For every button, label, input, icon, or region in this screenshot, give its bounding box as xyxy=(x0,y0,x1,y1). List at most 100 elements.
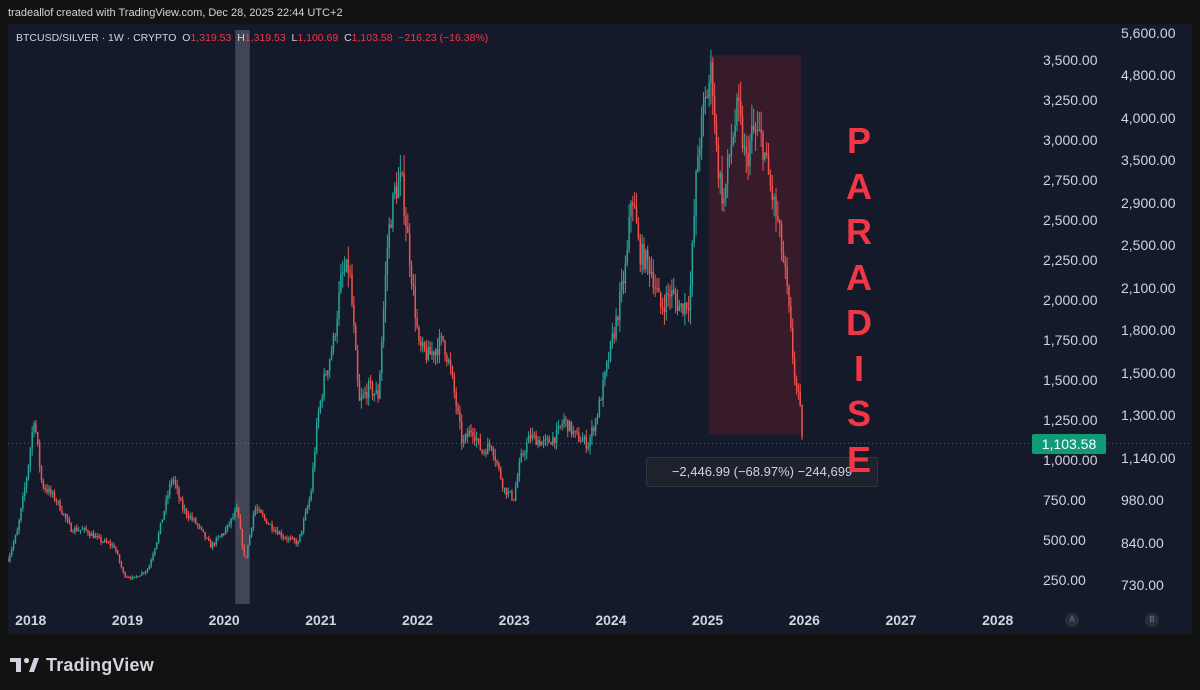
candle-body xyxy=(453,375,456,393)
candle-body xyxy=(758,129,761,131)
candle-body xyxy=(105,540,108,543)
candle-body xyxy=(96,536,99,538)
symbol-text: BTCUSD/SILVER · 1W · CRYPTO xyxy=(16,32,177,44)
candle-body xyxy=(208,537,210,541)
candle-body xyxy=(786,267,788,287)
candle-body xyxy=(341,272,344,274)
candle-body xyxy=(388,224,390,249)
time-axis-tick: 2027 xyxy=(885,612,917,628)
ohlc-change: −216.23 (−16.38%) xyxy=(398,32,489,44)
candle-body xyxy=(327,370,329,376)
candle-body xyxy=(479,438,482,450)
candle-body xyxy=(678,306,681,311)
candle-body xyxy=(691,242,694,286)
candle-body xyxy=(165,499,167,511)
candle-body xyxy=(566,419,569,432)
candle-body xyxy=(728,154,731,158)
candle-body xyxy=(217,537,219,539)
ohlc-close: 1,103.58 xyxy=(351,32,393,44)
candle-body xyxy=(120,562,123,568)
candle-body xyxy=(544,439,547,441)
candle-body xyxy=(371,382,374,396)
candle-body xyxy=(548,438,550,443)
scale-button-a[interactable]: A xyxy=(1065,613,1079,627)
candle-body xyxy=(725,183,727,199)
candle-body xyxy=(375,390,377,394)
candle-body xyxy=(202,529,205,532)
time-axis-tick: 2021 xyxy=(305,612,337,628)
candle-body xyxy=(416,318,418,328)
candle-body xyxy=(230,518,232,525)
candle-body xyxy=(90,533,93,536)
candle-body xyxy=(423,342,426,350)
candle-body xyxy=(425,349,428,360)
candle-body xyxy=(148,565,151,570)
left-axis-tick: 1,500.00 xyxy=(1043,372,1098,388)
candle-body xyxy=(689,285,692,311)
candle-body xyxy=(537,440,539,446)
candle-body xyxy=(633,205,636,208)
candle-body xyxy=(232,517,234,519)
candle-body xyxy=(442,335,444,341)
candle-body xyxy=(286,538,288,540)
candle-body xyxy=(676,299,679,311)
candle-body xyxy=(128,577,130,579)
candle-body xyxy=(672,290,675,294)
time-axis-tick: 2026 xyxy=(788,612,820,628)
candle-body xyxy=(328,359,331,371)
candle-body xyxy=(726,157,729,184)
tradingview-logo[interactable]: TradingView xyxy=(10,652,154,678)
candle-body xyxy=(150,560,152,566)
ohlc-high-label: H xyxy=(237,32,245,44)
candle-body xyxy=(178,488,180,499)
chart-panel[interactable]: BTCUSD/SILVER · 1W · CRYPTO O1,319.53 H1… xyxy=(8,24,1192,634)
right-axis-tick: 840.00 xyxy=(1121,534,1164,551)
left-axis-tick: 2,750.00 xyxy=(1043,172,1098,188)
candle-body xyxy=(334,335,337,337)
candle-body xyxy=(470,430,472,433)
candle-body xyxy=(593,427,595,432)
candle-body xyxy=(44,487,46,490)
candle-body xyxy=(606,361,608,372)
candle-body xyxy=(22,496,24,509)
candle-body xyxy=(550,442,552,445)
candle-body xyxy=(791,328,794,359)
candle-body xyxy=(343,271,346,273)
candle-body xyxy=(366,392,368,399)
candle-body xyxy=(500,468,502,479)
candle-body xyxy=(379,373,381,399)
candle-body xyxy=(284,537,286,539)
candle-body xyxy=(604,371,606,380)
candle-body xyxy=(682,303,684,314)
candle-body xyxy=(665,292,668,313)
candle-body xyxy=(98,536,100,538)
left-axis-tick: 2,500.00 xyxy=(1043,212,1098,228)
candle-body xyxy=(102,541,104,543)
candle-body xyxy=(585,436,588,449)
candle-body xyxy=(395,186,398,199)
candle-body xyxy=(349,273,351,275)
candle-body xyxy=(516,476,519,488)
candle-body xyxy=(539,440,541,446)
candle-body xyxy=(600,399,602,401)
right-axis-tick: 2,500.00 xyxy=(1121,237,1176,254)
candle-body xyxy=(801,405,803,438)
price-chart[interactable] xyxy=(8,24,1192,634)
candle-body xyxy=(635,207,638,224)
candle-body xyxy=(390,224,392,228)
candle-body xyxy=(92,533,95,538)
candle-body xyxy=(81,529,84,531)
candle-body xyxy=(381,341,383,374)
candle-body xyxy=(793,358,796,379)
candle-body xyxy=(10,548,13,555)
candle-body xyxy=(695,172,697,217)
candle-body xyxy=(587,446,589,449)
candle-body xyxy=(211,543,214,548)
candle-body xyxy=(226,524,229,530)
candle-body xyxy=(594,418,597,432)
candle-body xyxy=(267,523,270,525)
candle-body xyxy=(494,455,496,461)
scale-button-b[interactable]: B xyxy=(1145,613,1159,627)
candle-body xyxy=(598,399,601,417)
candle-body xyxy=(496,460,498,464)
